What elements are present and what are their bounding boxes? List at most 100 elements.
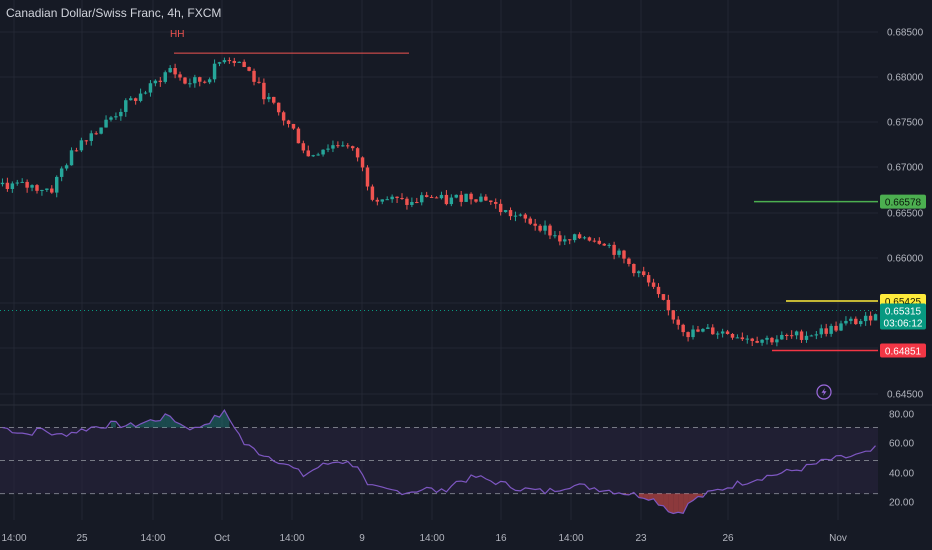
candle <box>538 224 542 233</box>
svg-text:0.65425: 0.65425 <box>885 297 922 308</box>
candle <box>104 115 108 128</box>
candle <box>222 57 227 64</box>
candle <box>385 196 389 201</box>
candle <box>740 332 745 341</box>
candle <box>819 324 824 338</box>
svg-text:0.65315: 0.65315 <box>885 306 922 317</box>
rsi-oversold-fill <box>648 493 654 501</box>
candle <box>686 331 690 342</box>
candle <box>834 321 838 333</box>
candle <box>365 165 370 191</box>
candles <box>0 57 878 347</box>
candle <box>360 156 365 172</box>
candle <box>138 88 143 103</box>
candle <box>617 248 621 258</box>
price-tick-label: 0.64500 <box>887 390 924 401</box>
candle <box>400 193 404 200</box>
candle <box>849 316 853 325</box>
candle <box>173 63 177 79</box>
candle <box>84 140 89 145</box>
candle <box>69 147 74 166</box>
candle <box>232 57 237 67</box>
candle <box>725 329 730 335</box>
candle <box>429 194 434 198</box>
candle <box>854 316 858 325</box>
candle <box>824 323 828 337</box>
candle <box>498 199 503 216</box>
candle <box>109 115 113 122</box>
candle <box>863 311 868 326</box>
candle <box>163 70 167 84</box>
rsi-overbought-fill <box>214 415 220 428</box>
candle <box>242 59 246 68</box>
candle <box>548 223 552 240</box>
candle <box>178 71 182 81</box>
candle <box>168 65 172 73</box>
candle <box>597 237 602 245</box>
candle <box>868 311 873 326</box>
candle <box>321 149 325 157</box>
time-tick-label: Oct <box>214 533 230 544</box>
candle <box>143 90 148 95</box>
candle <box>30 184 34 192</box>
rsi-oversold-fill <box>658 493 664 506</box>
candle <box>785 333 789 341</box>
candle <box>587 236 592 242</box>
candle <box>735 334 740 339</box>
rsi-oversold-fill <box>668 493 674 514</box>
candle <box>311 154 315 158</box>
rsi-tick-label: 80.00 <box>889 410 914 421</box>
rsi-oversold-fill <box>683 493 689 514</box>
candle <box>262 78 266 105</box>
candle <box>35 184 39 194</box>
candle <box>681 323 685 337</box>
time-tick-label: 14:00 <box>1 533 26 544</box>
rsi-tick-label: 40.00 <box>889 469 914 480</box>
candle <box>666 294 671 316</box>
candle <box>558 231 562 246</box>
rsi-overbought-fill <box>155 420 161 428</box>
candle <box>479 193 483 203</box>
candle <box>459 190 463 207</box>
candle <box>543 220 547 235</box>
candle <box>276 102 281 116</box>
candle <box>148 80 153 97</box>
candle <box>306 145 311 157</box>
candle <box>355 147 360 162</box>
candle <box>612 241 616 260</box>
lightning-icon[interactable] <box>816 384 832 400</box>
rsi-overbought-fill <box>224 410 230 428</box>
candle <box>395 196 399 203</box>
candle <box>676 316 680 330</box>
rsi-overbought-fill <box>175 421 181 428</box>
candle <box>760 339 764 346</box>
rsi-tick-label: 60.00 <box>889 439 914 450</box>
time-tick-label: 26 <box>722 533 734 544</box>
candle <box>513 211 518 222</box>
candle <box>153 79 158 87</box>
candle <box>390 194 394 203</box>
time-tick-label: 25 <box>76 533 88 544</box>
candle <box>484 194 488 201</box>
candle <box>54 175 59 198</box>
candle <box>523 213 528 223</box>
candle <box>350 145 355 151</box>
candle <box>873 313 878 321</box>
candle <box>50 185 54 194</box>
candle <box>770 336 774 345</box>
candle <box>198 76 202 87</box>
candle <box>193 74 197 88</box>
candle <box>281 110 286 126</box>
candle <box>706 323 710 329</box>
candle <box>469 192 473 205</box>
price-tick-label: 0.66500 <box>887 209 924 220</box>
candle <box>25 179 29 193</box>
candle <box>745 335 750 344</box>
candle <box>641 266 646 277</box>
candle <box>202 80 207 84</box>
candle <box>474 199 478 203</box>
candle <box>646 272 651 287</box>
